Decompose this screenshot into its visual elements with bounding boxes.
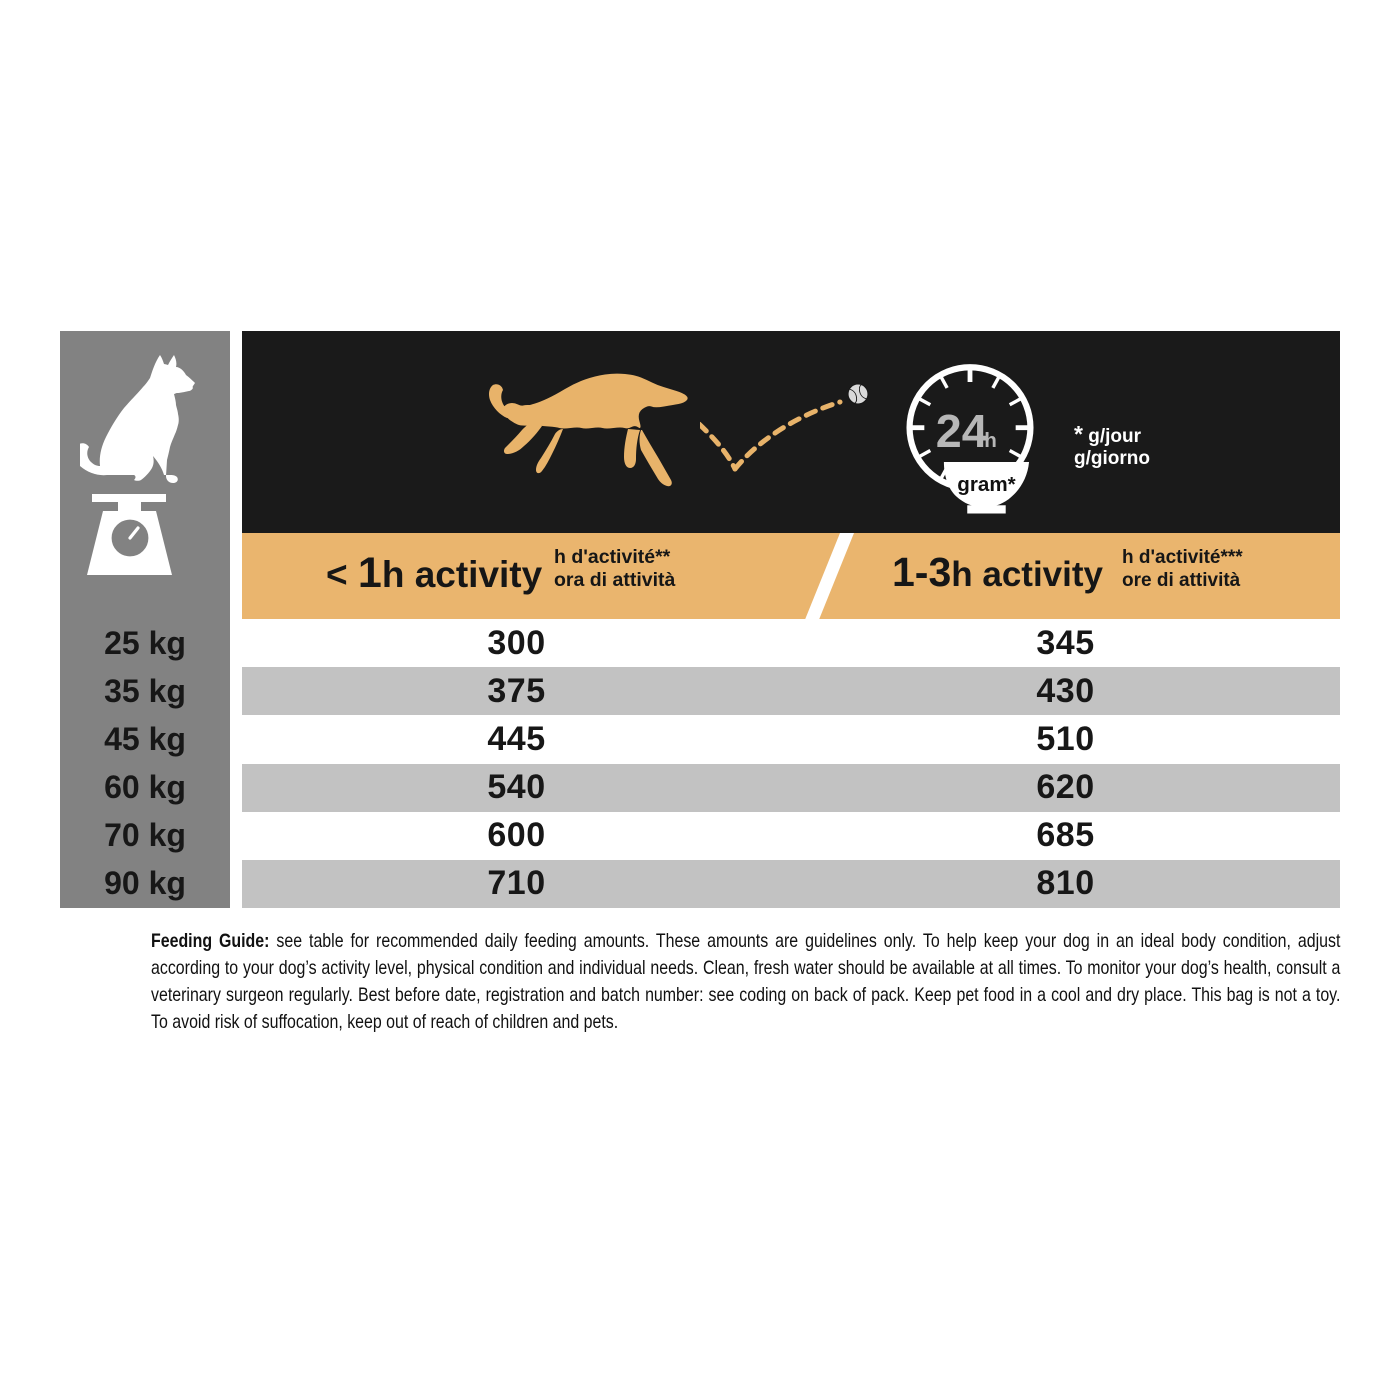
svg-text:gram*: gram* [957, 473, 1015, 496]
svg-text:h: h [984, 429, 997, 452]
svg-text:24: 24 [936, 405, 988, 457]
